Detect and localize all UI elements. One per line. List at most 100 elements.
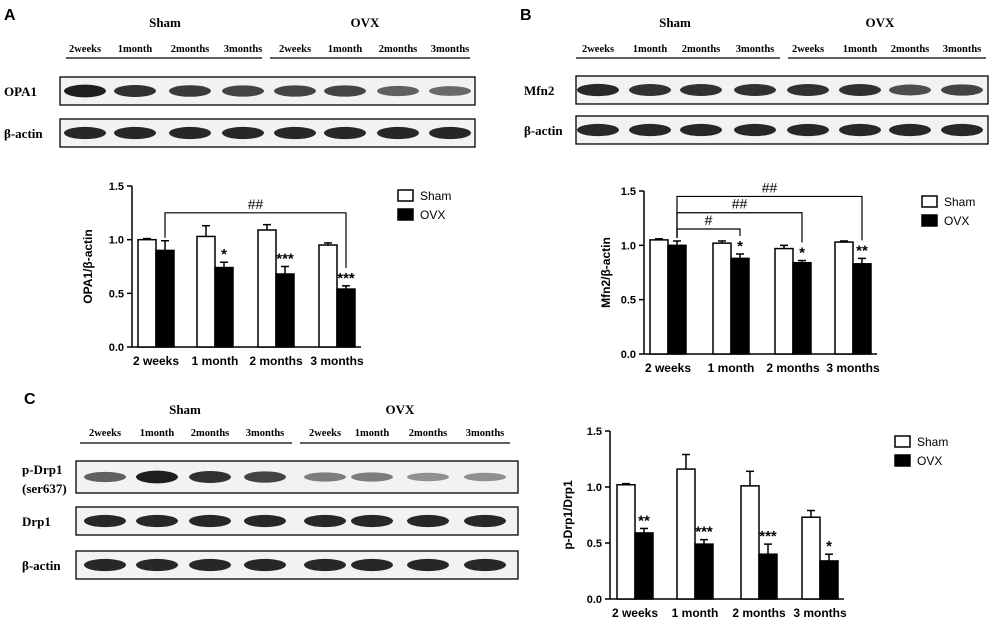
legend-swatch-ovx	[397, 208, 414, 221]
bar-sham	[649, 239, 669, 355]
blot-band	[169, 85, 211, 97]
y-tick-label: 0.5	[109, 288, 124, 300]
blot-band	[941, 84, 983, 96]
blot-label-sub: (ser637)	[22, 481, 67, 496]
x-tick-label: 1 month	[708, 361, 755, 375]
blot-band	[407, 472, 449, 482]
bracket-label: ##	[248, 196, 264, 212]
bar-ovx	[730, 257, 750, 355]
blot-label: Drp1	[22, 514, 51, 529]
blot-label: β-actin	[4, 126, 43, 141]
comparison-bracket	[676, 195, 863, 241]
y-tick-label: 0.0	[621, 349, 636, 361]
blot-band	[464, 514, 506, 528]
blot-label: β-actin	[22, 558, 61, 573]
lane-label: 1month	[118, 44, 153, 55]
y-tick-label: 1.5	[621, 186, 636, 198]
blot-band	[680, 123, 722, 137]
blot-label: OPA1	[4, 84, 37, 99]
bracket-label: ##	[762, 179, 778, 195]
bar-sham	[137, 238, 157, 348]
lane-label: 3months	[224, 44, 263, 55]
blot-band	[114, 126, 156, 140]
x-tick-label: 2 months	[732, 606, 786, 620]
group-label: OVX	[386, 402, 416, 417]
bar-sham	[616, 484, 636, 600]
y-tick-label: 1.5	[587, 426, 602, 438]
lane-label: 2months	[682, 44, 721, 55]
blot-label: β-actin	[524, 123, 563, 138]
legend-swatch-sham	[921, 195, 938, 208]
lane-label: 3months	[943, 44, 982, 55]
significance-mark: *	[799, 245, 805, 262]
lane-label: 1month	[843, 44, 878, 55]
y-tick-label: 0.0	[109, 342, 124, 354]
blot-band	[136, 470, 178, 484]
blot-band	[464, 472, 506, 482]
bar-sham	[257, 229, 277, 348]
comparison-bracket	[164, 212, 347, 268]
legend-swatch-ovx	[921, 214, 938, 227]
lane-label: 1month	[355, 428, 390, 439]
lane-label: 3months	[736, 44, 775, 55]
x-tick-label: 3 months	[793, 606, 847, 620]
blot-panel-b: B Sham OVX 2weeks 1month 2months 3months 2weeks…	[520, 7, 989, 145]
y-tick-label: 1.5	[109, 181, 124, 193]
lane-label: 2weeks	[792, 44, 824, 55]
blot-band	[377, 85, 419, 97]
lane-label: 1month	[633, 44, 668, 55]
blot-band	[304, 514, 346, 528]
blot-band	[136, 514, 178, 528]
y-tick-label: 1.0	[109, 235, 124, 247]
legend-swatch-sham	[397, 189, 414, 202]
legend-label: Sham	[917, 435, 948, 449]
bar-chart-1: 0.0 0.5 1.0 1.5 OPA1/β-actin 2 weeks * 1 month *…	[81, 181, 451, 368]
blot-band	[787, 123, 829, 137]
group-label: Sham	[149, 15, 181, 30]
significance-mark: ***	[695, 524, 713, 541]
blot-band	[577, 123, 619, 137]
blot-band	[244, 471, 286, 483]
blot-band	[189, 471, 231, 483]
blot-band	[941, 123, 983, 137]
lane-label: 2months	[379, 44, 418, 55]
blot-band	[222, 126, 264, 140]
bar-ovx	[634, 532, 654, 600]
bracket-label: #	[705, 212, 713, 228]
bar-sham	[740, 485, 760, 600]
blot-band	[84, 558, 126, 572]
lane-label: 2months	[409, 428, 448, 439]
lane-label: 3months	[246, 428, 285, 439]
blot-band	[889, 84, 931, 96]
group-label: Sham	[169, 402, 201, 417]
blot-band	[244, 514, 286, 528]
lane-label: 2months	[171, 44, 210, 55]
x-tick-label: 3 months	[310, 354, 364, 368]
significance-mark: **	[638, 512, 650, 529]
blot-band	[114, 85, 156, 97]
lane-label: 3months	[466, 428, 505, 439]
lane-label: 2weeks	[279, 44, 311, 55]
significance-mark: *	[737, 238, 743, 255]
bar-ovx	[336, 288, 356, 348]
blot-band	[64, 126, 106, 140]
legend-swatch-ovx	[894, 454, 911, 467]
group-label: Sham	[659, 15, 691, 30]
x-tick-label: 2 months	[766, 361, 820, 375]
blot-band	[84, 514, 126, 528]
panel-letter: C	[24, 391, 36, 408]
blot-band	[787, 84, 829, 96]
bar-ovx	[792, 261, 812, 355]
bar-chart-2: 0.0 0.5 1.0 1.5 Mfn2/β-actin 2 weeks * 1 month *…	[599, 179, 975, 375]
blot-band	[274, 126, 316, 140]
bracket-label: ##	[732, 196, 748, 212]
blot-band	[407, 514, 449, 528]
blot-band	[734, 84, 776, 96]
blot-band	[429, 126, 471, 140]
bar-ovx	[275, 273, 295, 348]
blot-band	[839, 123, 881, 137]
blot-band	[407, 558, 449, 572]
bar-sham	[801, 516, 821, 600]
bar-ovx	[694, 543, 714, 600]
y-tick-label: 1.0	[587, 482, 602, 494]
